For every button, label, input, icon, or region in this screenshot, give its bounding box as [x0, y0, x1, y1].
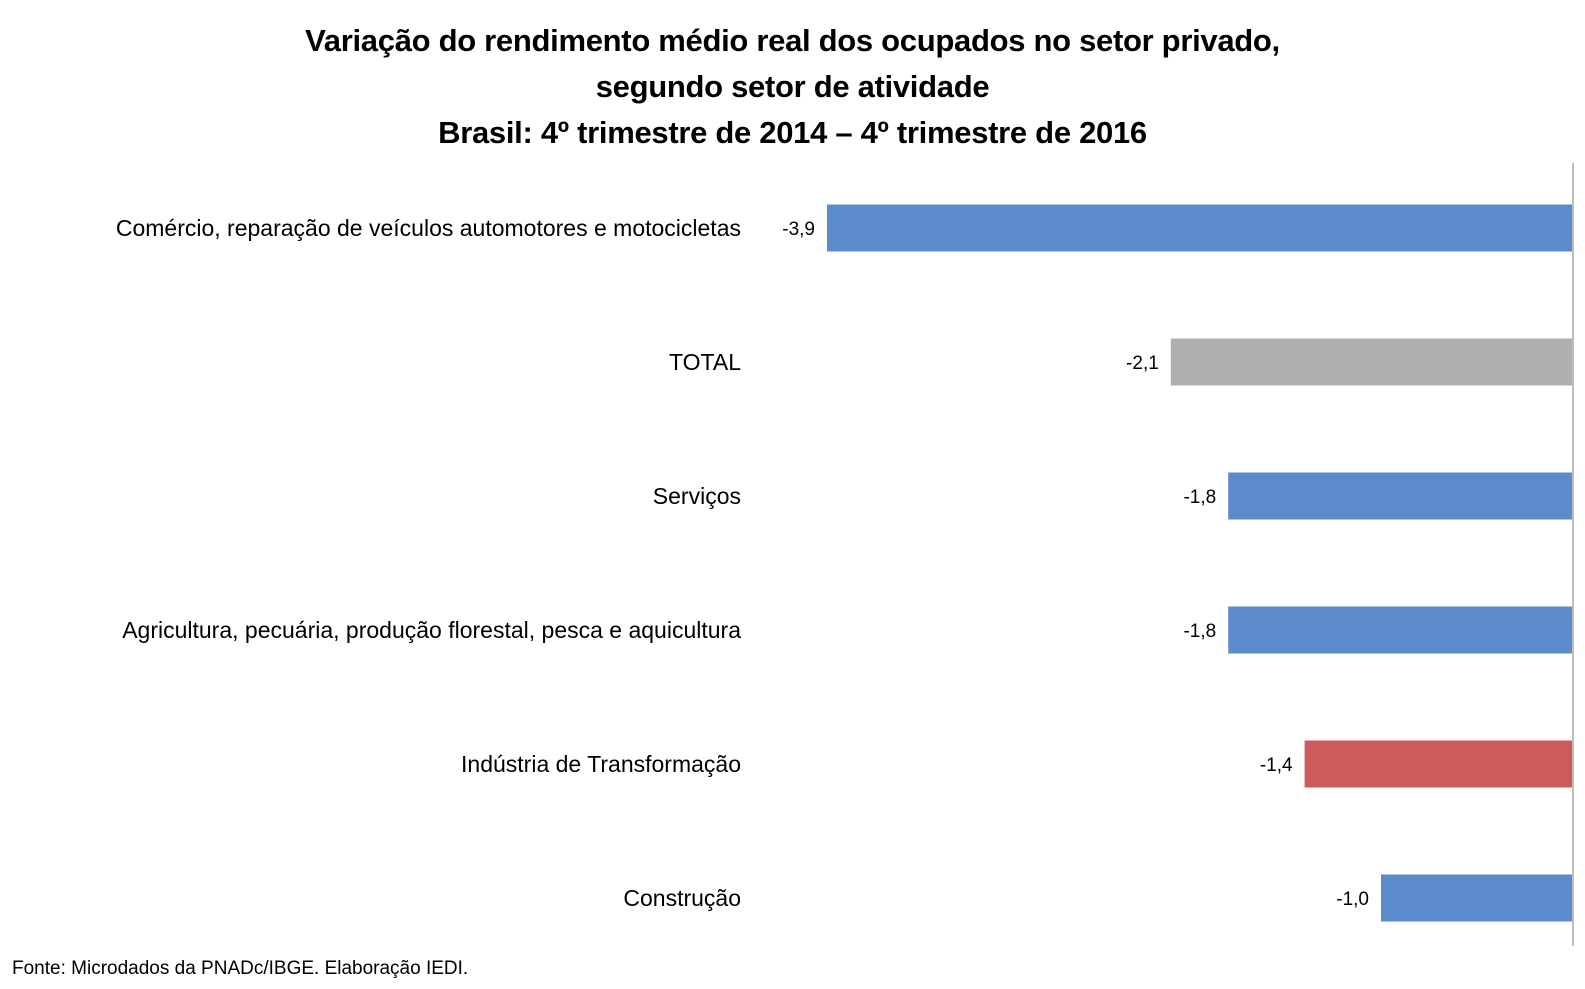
value-label-3: -1,8 [1183, 621, 1216, 642]
source-note: Fonte: Microdados da PNADc/IBGE. Elabora… [12, 958, 469, 979]
bar-3 [1228, 606, 1572, 654]
bar-4 [1304, 740, 1572, 788]
category-label-2: Serviços [653, 483, 741, 509]
title-line-1: Variação do rendimento médio real dos oc… [305, 23, 1280, 58]
bar-5 [1381, 874, 1572, 922]
bar-1 [1170, 338, 1572, 386]
title-line-3: Brasil: 4º trimestre de 2014 – 4º trimes… [438, 115, 1147, 150]
title-line-2: segundo setor de atividade [595, 69, 990, 104]
bars-layer: Comércio, reparação de veículos automoto… [116, 204, 1572, 922]
category-label-3: Agricultura, pecuária, produção floresta… [122, 617, 741, 643]
bar-2 [1228, 472, 1572, 520]
value-label-5: -1,0 [1336, 889, 1369, 910]
value-label-2: -1,8 [1183, 487, 1216, 508]
value-label-4: -1,4 [1260, 755, 1293, 776]
chart-title: Variação do rendimento médio real dos oc… [0, 18, 1585, 156]
category-label-5: Construção [623, 885, 741, 911]
category-label-4: Indústria de Transformação [461, 751, 741, 777]
category-label-1: TOTAL [669, 349, 741, 375]
value-label-0: -3,9 [782, 219, 815, 240]
value-label-1: -2,1 [1126, 353, 1159, 374]
category-label-0: Comércio, reparação de veículos automoto… [116, 215, 741, 241]
bar-0 [827, 204, 1572, 252]
